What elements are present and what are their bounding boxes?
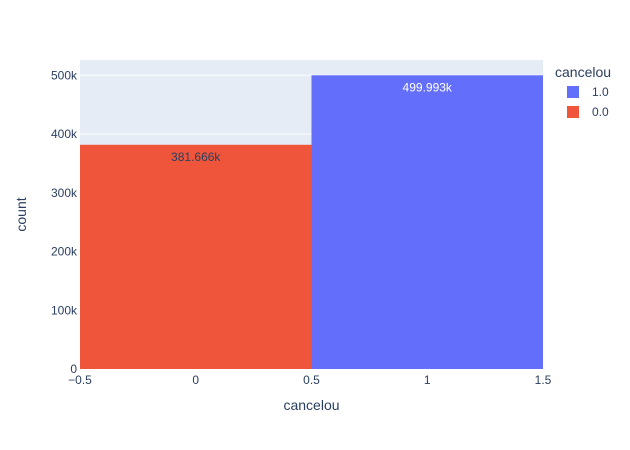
y-tick-label: 400k [51, 127, 78, 141]
y-tick-label: 300k [51, 186, 78, 200]
x-tick-label: −0.5 [68, 373, 92, 387]
y-tick-label: 500k [51, 68, 78, 82]
legend-swatch-1.0 [567, 86, 579, 98]
legend-items: 1.00.0 [567, 85, 609, 119]
x-tick-label: 1.5 [535, 373, 552, 387]
bar-1.0 [311, 75, 543, 369]
legend-title: cancelou [555, 64, 611, 80]
bar-0.0 [80, 144, 312, 369]
legend: cancelou 1.00.0 [555, 64, 611, 119]
legend-label-1.0: 1.0 [592, 85, 609, 99]
y-axis-title: count [13, 197, 29, 231]
legend-swatch-0.0 [567, 106, 579, 118]
x-tick-label: 0 [192, 373, 199, 387]
y-tick-label: 100k [51, 303, 78, 317]
y-axis-ticks: 0 100k 200k 300k 400k 500k [51, 68, 78, 376]
y-tick-label: 0 [70, 362, 77, 376]
x-axis-ticks: −0.5 0 0.5 1 1.5 [68, 373, 552, 387]
x-tick-label: 0.5 [303, 373, 320, 387]
data-label-0.0: 381.666k [171, 150, 221, 164]
x-tick-label: 1 [424, 373, 431, 387]
x-axis-title: cancelou [283, 397, 339, 413]
data-label-1.0: 499.993k [403, 80, 453, 94]
bars [80, 75, 543, 369]
legend-label-0.0: 0.0 [592, 105, 609, 119]
y-tick-label: 200k [51, 245, 78, 259]
data-labels: 381.666k 499.993k [171, 80, 453, 164]
